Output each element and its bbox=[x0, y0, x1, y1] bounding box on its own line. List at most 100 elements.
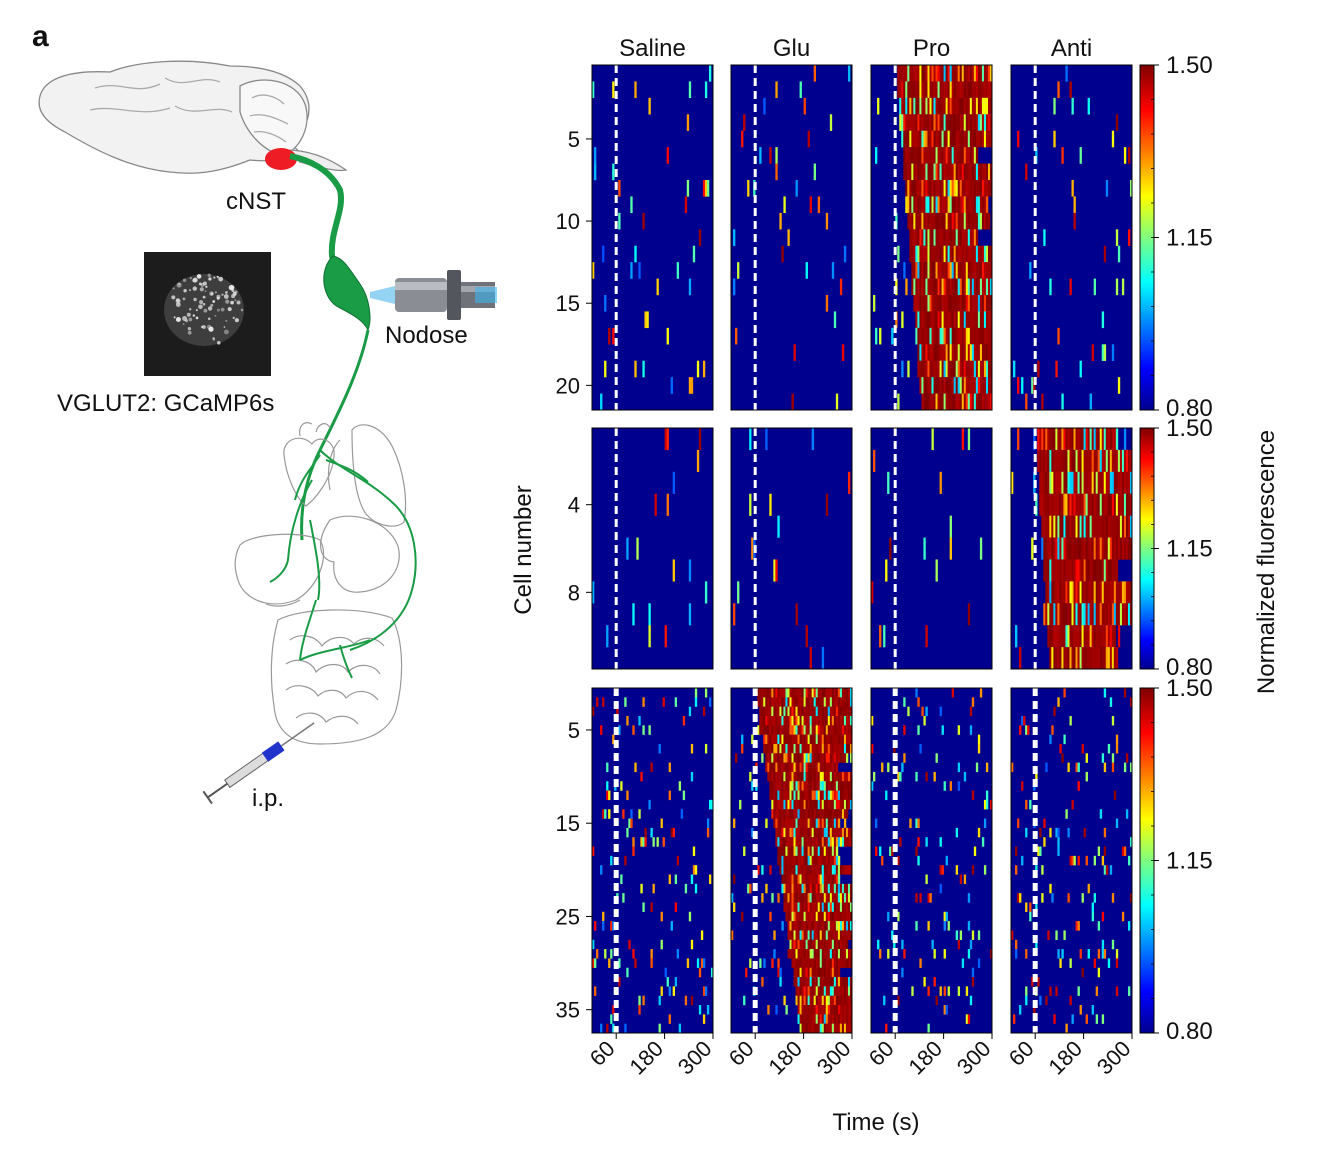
heatmap-cell bbox=[915, 846, 918, 857]
heatmap-cell bbox=[827, 921, 831, 931]
heatmap-cell bbox=[985, 130, 989, 148]
heatmap-cell bbox=[803, 995, 806, 1006]
heatmap-cell bbox=[917, 837, 920, 847]
heatmap-cell bbox=[741, 130, 744, 148]
heatmap-cell bbox=[783, 725, 786, 735]
heatmap-cell bbox=[787, 762, 790, 773]
heatmap-cell bbox=[799, 706, 802, 717]
heatmap-cell bbox=[1065, 603, 1068, 626]
heatmap-cell bbox=[943, 377, 946, 394]
heatmap-cell bbox=[1115, 114, 1119, 131]
heatmap-cell bbox=[811, 949, 814, 959]
heatmap-cell bbox=[1115, 493, 1119, 516]
heatmap-cell bbox=[1031, 537, 1034, 560]
heatmap-cell bbox=[925, 245, 928, 263]
heatmap-cell bbox=[957, 245, 961, 263]
heatmap-cell bbox=[933, 180, 936, 197]
heatmap-cell bbox=[971, 278, 975, 296]
heatmap-cell bbox=[967, 428, 971, 451]
heatmap-cell bbox=[827, 893, 831, 903]
nodose-ganglion-icon bbox=[323, 255, 371, 332]
heatmap-cell bbox=[801, 986, 804, 996]
neuron-dot bbox=[213, 276, 216, 279]
heatmap-cell bbox=[1065, 809, 1068, 819]
heatmap-cell bbox=[987, 311, 991, 329]
heatmap-cell bbox=[955, 311, 959, 329]
heatmap-cell bbox=[618, 977, 621, 987]
heatmap-cell bbox=[811, 697, 814, 707]
heatmap-cell bbox=[929, 311, 932, 329]
heatmap-cell bbox=[907, 147, 910, 164]
heatmap-cell bbox=[779, 799, 782, 810]
heatmap-cell bbox=[833, 809, 837, 819]
heatmap-cell bbox=[604, 360, 607, 378]
heatmap-cell bbox=[811, 753, 814, 763]
heatmap-cell bbox=[939, 262, 942, 279]
heatmap-cell bbox=[815, 883, 819, 894]
heatmap-cell bbox=[1047, 559, 1050, 582]
heatmap-cell bbox=[795, 715, 798, 726]
heatmap-cell bbox=[945, 311, 948, 329]
heatmap-cell bbox=[759, 706, 762, 717]
neuron-dot bbox=[188, 317, 193, 322]
heatmap-cell bbox=[927, 377, 930, 394]
heatmap-cell bbox=[839, 1023, 843, 1034]
heatmap-cell bbox=[604, 809, 607, 819]
heatmap-cell bbox=[849, 837, 853, 847]
heatmap-cell bbox=[987, 163, 991, 181]
heatmap-cell bbox=[1055, 471, 1058, 494]
heatmap-cell bbox=[965, 295, 969, 312]
heatmap-cell bbox=[783, 865, 786, 875]
heatmap-cell bbox=[660, 939, 663, 950]
heatmap-cell bbox=[783, 790, 786, 801]
heatmap-cell bbox=[775, 1005, 778, 1015]
heatmap-cell bbox=[919, 245, 922, 263]
heatmap-cell bbox=[915, 81, 918, 99]
heatmap-cell bbox=[797, 846, 800, 857]
heatmap-cell bbox=[797, 827, 800, 838]
heatmap-cell bbox=[981, 212, 985, 230]
heatmap-cell bbox=[690, 771, 694, 782]
heatmap-cell bbox=[777, 837, 780, 847]
heatmap-cell bbox=[825, 921, 829, 931]
heatmap-cell bbox=[847, 734, 851, 745]
heatmap-cell bbox=[827, 827, 831, 838]
heatmap-cell bbox=[815, 734, 819, 745]
heatmap-cell bbox=[959, 393, 963, 411]
neuron-dot bbox=[225, 291, 228, 294]
heatmap-cell bbox=[1115, 515, 1119, 538]
heatmap-cell bbox=[963, 147, 967, 164]
heatmap-cell bbox=[666, 428, 669, 451]
heatmap-cell bbox=[819, 827, 823, 838]
heatmap-cell bbox=[975, 163, 979, 181]
heatmap-cell bbox=[813, 743, 816, 754]
heatmap-cell bbox=[831, 818, 835, 829]
heatmap-cell bbox=[847, 837, 851, 847]
heatmap-cell bbox=[827, 874, 831, 885]
heatmap-cell bbox=[915, 130, 918, 148]
heatmap-cell bbox=[817, 781, 821, 791]
heatmap-cell bbox=[831, 706, 835, 717]
heatmap-cell bbox=[823, 697, 827, 707]
heatmap-cell bbox=[939, 130, 942, 148]
heatmap-cell bbox=[819, 921, 823, 931]
heatmap-cell bbox=[745, 967, 748, 978]
heatmap-cell bbox=[803, 781, 806, 791]
heatmap-cell bbox=[983, 278, 987, 296]
heatmap-cell bbox=[957, 278, 961, 296]
heatmap-cell bbox=[917, 229, 920, 246]
heatmap-cell bbox=[819, 1014, 823, 1024]
heatmap-cell bbox=[1119, 603, 1123, 626]
heatmap-cell bbox=[1083, 581, 1086, 604]
heatmap-cell bbox=[781, 753, 784, 763]
heatmap-cell bbox=[626, 715, 629, 726]
heatmap-cell bbox=[1091, 902, 1094, 912]
neuron-dot bbox=[193, 297, 197, 302]
heatmap-cell bbox=[817, 827, 821, 838]
heatmap-cell bbox=[839, 715, 843, 726]
heatmap-cell bbox=[907, 196, 910, 214]
heatmap-cell bbox=[1071, 647, 1074, 670]
heatmap-cell bbox=[817, 958, 821, 968]
heatmap-cell bbox=[630, 809, 633, 819]
heatmap-cell bbox=[759, 958, 762, 968]
